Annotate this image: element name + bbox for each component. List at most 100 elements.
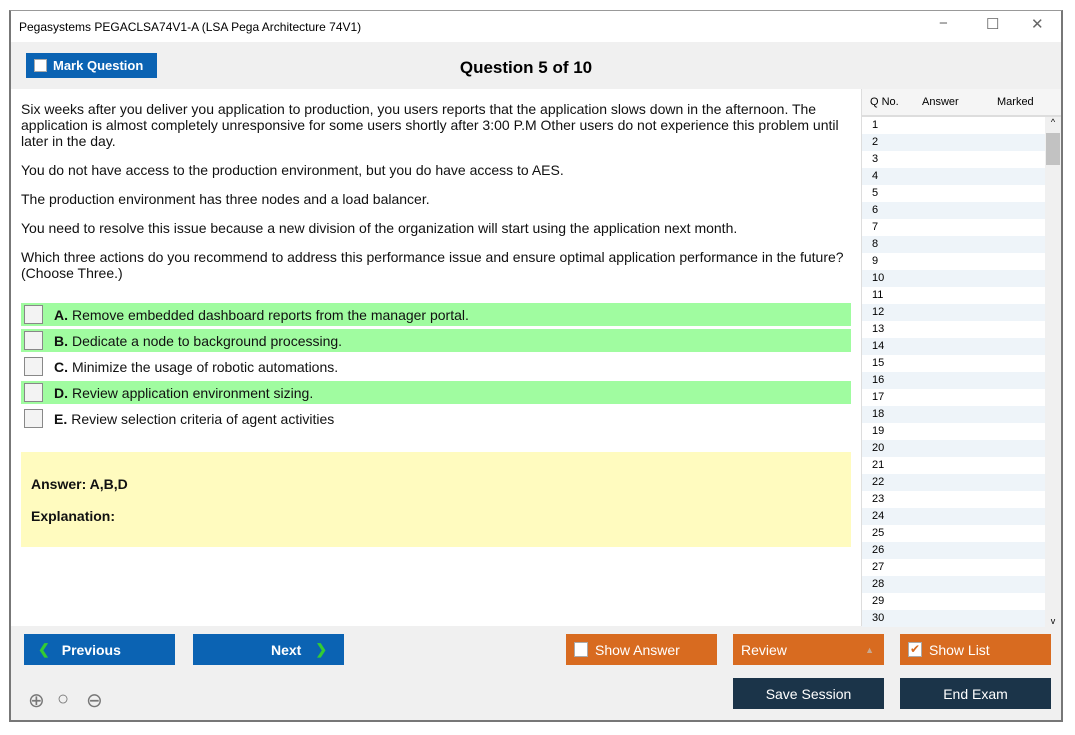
end-exam-button[interactable]: End Exam	[900, 678, 1051, 709]
list-row[interactable]: 4	[862, 168, 1045, 185]
list-row[interactable]: 9	[862, 253, 1045, 270]
question-paragraph: The production environment has three nod…	[21, 191, 430, 207]
toolbar: Mark Question Question 5 of 10	[11, 42, 1061, 89]
list-row[interactable]: 29	[862, 593, 1045, 610]
maximize-button[interactable]: ☐	[986, 16, 1000, 33]
zoom-reset-icon[interactable]: ○	[57, 688, 70, 710]
row-qno: 23	[872, 493, 885, 505]
row-qno: 2	[872, 136, 879, 148]
close-button[interactable]: ✕	[1031, 16, 1044, 33]
option-text: Remove embedded dashboard reports from t…	[72, 306, 469, 323]
list-row[interactable]: 8	[862, 236, 1045, 253]
list-row[interactable]: 22	[862, 474, 1045, 491]
scrollbar[interactable]: ^ v	[1045, 117, 1061, 626]
option-b[interactable]: B. Dedicate a node to background processi…	[21, 329, 851, 352]
row-qno: 18	[872, 408, 885, 420]
show-answer-label: Show Answer	[595, 641, 680, 658]
row-qno: 16	[872, 374, 885, 386]
option-e[interactable]: E. Review selection criteria of agent act…	[21, 407, 851, 430]
option-letter: A.	[54, 306, 68, 323]
list-row[interactable]: 19	[862, 423, 1045, 440]
row-qno: 30	[872, 612, 885, 624]
list-row[interactable]: 5	[862, 185, 1045, 202]
list-row[interactable]: 20	[862, 440, 1045, 457]
list-row[interactable]: 26	[862, 542, 1045, 559]
list-row[interactable]: 27	[862, 559, 1045, 576]
list-row[interactable]: 6	[862, 202, 1045, 219]
chevron-right-icon: ❯	[315, 641, 328, 657]
option-checkbox[interactable]	[24, 331, 43, 350]
list-row[interactable]: 17	[862, 389, 1045, 406]
question-title: Question 5 of 10	[459, 58, 593, 77]
option-text: Review application environment sizing.	[72, 384, 314, 401]
list-row[interactable]: 15	[862, 355, 1045, 372]
row-qno: 4	[872, 170, 879, 182]
option-letter: C.	[54, 358, 68, 375]
list-row[interactable]: 28	[862, 576, 1045, 593]
header-answer: Answer	[922, 96, 959, 108]
list-row[interactable]: 13	[862, 321, 1045, 338]
chevron-left-icon: ❮	[38, 641, 50, 657]
row-qno: 29	[872, 595, 885, 607]
row-qno: 17	[872, 391, 885, 403]
list-row[interactable]: 24	[862, 508, 1045, 525]
option-text: Minimize the usage of robotic automation…	[72, 358, 339, 375]
list-row[interactable]: 21	[862, 457, 1045, 474]
row-qno: 26	[872, 544, 885, 556]
row-qno: 3	[872, 153, 879, 165]
option-letter: B.	[54, 332, 68, 349]
list-row[interactable]: 12	[862, 304, 1045, 321]
show-list-label: Show List	[929, 641, 990, 658]
mark-question-button[interactable]: Mark Question	[26, 53, 157, 78]
zoom-out-icon[interactable]: ⊖	[86, 690, 103, 712]
list-row[interactable]: 10	[862, 270, 1045, 287]
row-qno: 11	[872, 289, 884, 301]
list-row[interactable]: 23	[862, 491, 1045, 508]
question-panel: Six weeks after you deliver you applicat…	[11, 89, 861, 626]
row-qno: 28	[872, 578, 885, 590]
list-row[interactable]: 25	[862, 525, 1045, 542]
previous-button[interactable]: ❮ Previous	[24, 634, 175, 665]
zoom-in-icon[interactable]: ⊕	[28, 690, 45, 712]
option-checkbox[interactable]	[24, 305, 43, 324]
row-qno: 22	[872, 476, 885, 488]
row-qno: 15	[872, 357, 885, 369]
checkbox-icon	[574, 642, 588, 657]
review-label: Review	[741, 641, 787, 658]
question-paragraph: You do not have access to the production…	[21, 162, 564, 178]
list-row[interactable]: 7	[862, 219, 1045, 236]
scrollbar-thumb[interactable]	[1046, 133, 1060, 165]
list-row[interactable]: 16	[862, 372, 1045, 389]
list-row[interactable]: 18	[862, 406, 1045, 423]
minimize-button[interactable]: −	[939, 15, 948, 32]
row-qno: 27	[872, 561, 885, 573]
list-row[interactable]: 14	[862, 338, 1045, 355]
option-d[interactable]: D. Review application environment sizing.	[21, 381, 851, 404]
save-session-button[interactable]: Save Session	[733, 678, 884, 709]
option-checkbox[interactable]	[24, 409, 43, 428]
row-qno: 10	[872, 272, 885, 284]
option-checkbox[interactable]	[24, 357, 43, 376]
review-dropdown[interactable]: Review ▲	[733, 634, 884, 665]
option-a[interactable]: A. Remove embedded dashboard reports from…	[21, 303, 851, 326]
show-list-button[interactable]: ✔ Show List	[900, 634, 1051, 665]
question-paragraph: Six weeks after you deliver you applicat…	[21, 101, 839, 149]
scroll-up-icon[interactable]: ^	[1050, 117, 1056, 127]
list-row[interactable]: 30	[862, 610, 1045, 627]
scroll-down-icon[interactable]: v	[1050, 616, 1056, 626]
header-marked: Marked	[997, 96, 1034, 108]
row-qno: 21	[872, 459, 885, 471]
row-qno: 19	[872, 425, 885, 437]
list-row[interactable]: 2	[862, 134, 1045, 151]
option-checkbox[interactable]	[24, 383, 43, 402]
caret-up-icon: ▲	[865, 644, 874, 655]
option-letter: E.	[54, 410, 68, 427]
list-row[interactable]: 1	[862, 117, 1045, 134]
checkbox-icon	[34, 59, 47, 72]
list-row[interactable]: 11	[862, 287, 1045, 304]
next-button[interactable]: Next ❯	[193, 634, 344, 665]
option-c[interactable]: C. Minimize the usage of robotic automati…	[21, 355, 851, 378]
explanation-label: Explanation:	[31, 508, 116, 524]
show-answer-button[interactable]: Show Answer	[566, 634, 717, 665]
list-row[interactable]: 3	[862, 151, 1045, 168]
